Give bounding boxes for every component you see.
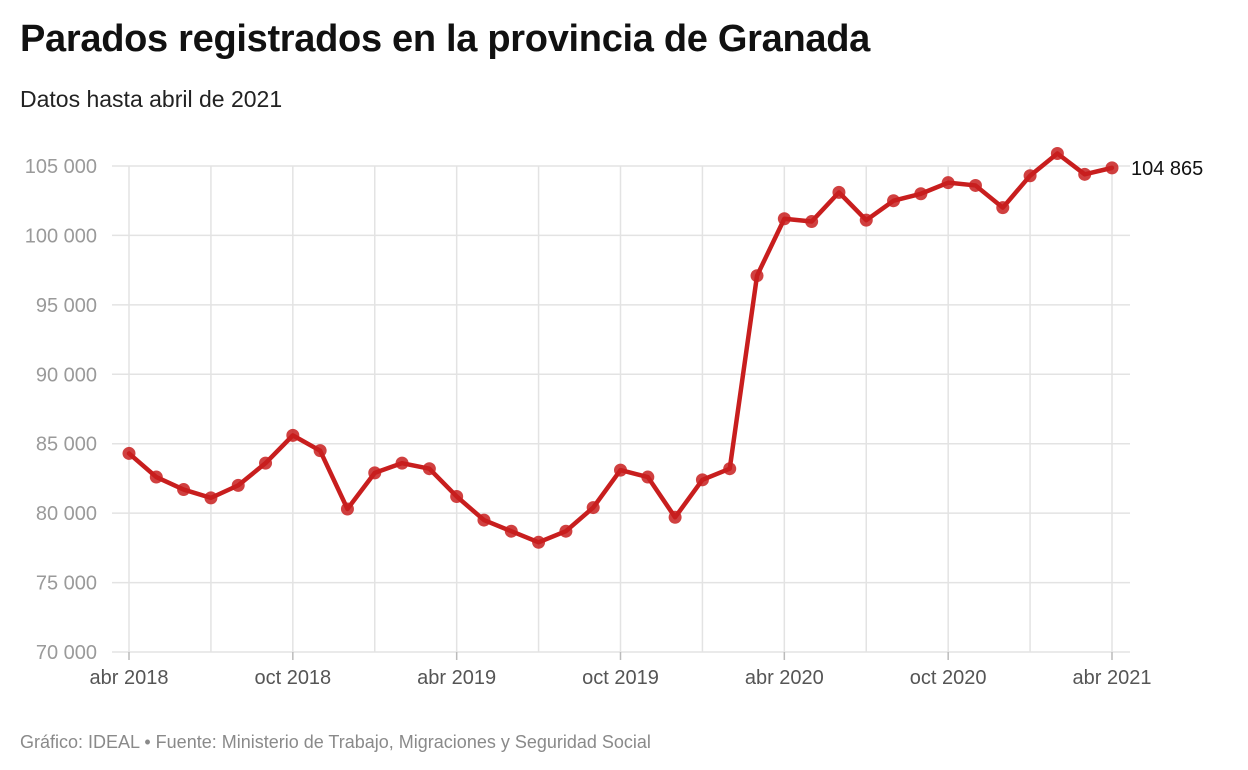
data-point [751, 269, 764, 282]
y-tick-label: 70 000 [36, 642, 97, 664]
line-chart: 70 000 75 000 80 000 85 000 90 000 95 000 100 … [0, 0, 1248, 770]
data-point [423, 462, 436, 475]
data-point [1024, 169, 1037, 182]
data-point [914, 187, 927, 200]
y-tick-label: 75 000 [36, 573, 97, 595]
data-point [860, 214, 873, 227]
data-point [1106, 161, 1119, 174]
data-point [805, 215, 818, 228]
data-point [778, 212, 791, 225]
data-point [942, 176, 955, 189]
x-tick-label: abr 2018 [90, 667, 169, 689]
data-point [232, 479, 245, 492]
data-point [723, 462, 736, 475]
data-point [969, 179, 982, 192]
data-point [123, 447, 136, 460]
data-point [832, 186, 845, 199]
y-tick-label: 90 000 [36, 364, 97, 386]
x-tick-label: oct 2020 [910, 667, 987, 689]
end-value-label: 104 865 [1131, 158, 1203, 180]
y-tick-label: 85 000 [36, 434, 97, 456]
data-point [669, 511, 682, 524]
data-point [286, 429, 299, 442]
data-point [259, 457, 272, 470]
x-tick-label: oct 2019 [582, 667, 659, 689]
data-point [1078, 168, 1091, 181]
chart-source: Gráfico: IDEAL • Fuente: Ministerio de T… [20, 732, 651, 753]
x-tick-label: oct 2018 [254, 667, 331, 689]
data-point [614, 464, 627, 477]
data-point [559, 525, 572, 538]
grid [112, 166, 1130, 652]
data-point [1051, 147, 1064, 160]
data-point [532, 536, 545, 549]
data-point [450, 490, 463, 503]
data-point [641, 471, 654, 484]
data-point [477, 514, 490, 527]
data-point [505, 525, 518, 538]
data-point [177, 483, 190, 496]
data-point [341, 502, 354, 515]
y-tick-label: 80 000 [36, 503, 97, 525]
x-tick-label: abr 2021 [1073, 667, 1152, 689]
data-point [887, 194, 900, 207]
data-point [368, 466, 381, 479]
data-point [150, 471, 163, 484]
data-point [996, 201, 1009, 214]
label-layer: 104 865 [1131, 158, 1203, 180]
y-tick-label: 95 000 [36, 295, 97, 317]
data-point [587, 501, 600, 514]
data-point [696, 473, 709, 486]
y-tick-label: 105 000 [25, 156, 97, 178]
data-point [204, 491, 217, 504]
data-point [314, 444, 327, 457]
data-point [396, 457, 409, 470]
x-tick-label: abr 2020 [745, 667, 824, 689]
x-tick-label: abr 2019 [417, 667, 496, 689]
y-tick-label: 100 000 [25, 225, 97, 247]
